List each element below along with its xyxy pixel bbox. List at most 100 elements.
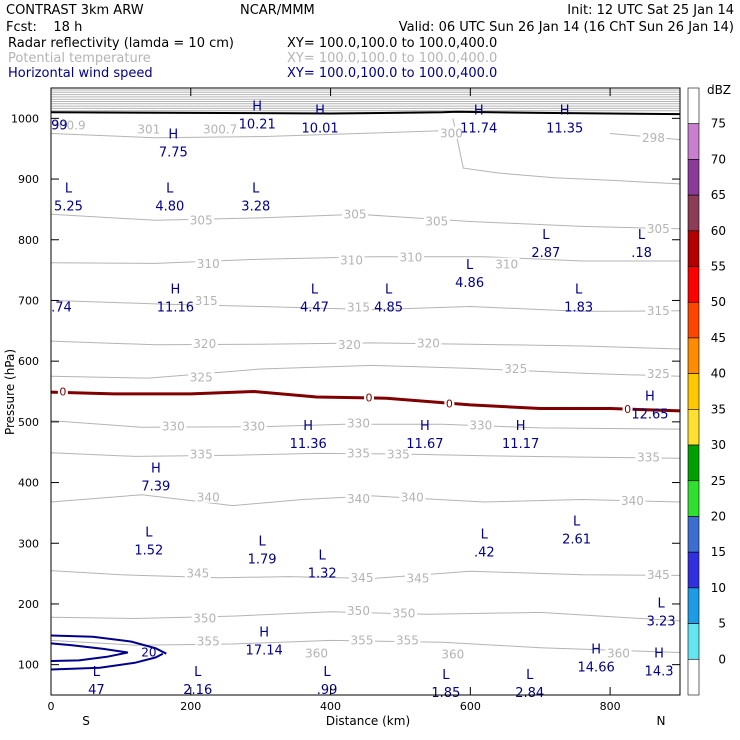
plot-area	[51, 88, 680, 695]
theta-contour-350	[50, 611, 681, 622]
extremum-marker-l: L	[442, 668, 450, 683]
theta-label: 310	[495, 258, 518, 272]
extremum-marker-h: H	[252, 100, 262, 115]
colorbar-segment	[687, 444, 700, 482]
theta-label: 335	[637, 451, 660, 465]
y-tick-label: 100	[18, 659, 39, 672]
extremum-marker-h: H	[303, 419, 313, 434]
freezing-label-bg	[622, 403, 633, 416]
theta-label: 345	[351, 571, 374, 585]
theta-label-bg	[336, 337, 363, 350]
theta-label-bg	[160, 419, 187, 432]
extremum-value: 11.35	[546, 121, 583, 136]
theta-label-bg	[467, 418, 494, 431]
colorbar-label: 15	[711, 545, 726, 559]
colorbar-segment	[687, 194, 700, 232]
extremum-value: 11.16	[157, 300, 194, 315]
freezing-level-label: 0	[365, 392, 372, 405]
theta-label: 355	[197, 635, 220, 649]
theta-label-bg	[191, 611, 218, 624]
theta-label: 350	[193, 612, 216, 626]
theta-label: 325	[190, 371, 213, 385]
extremum-marker-h: H	[151, 462, 161, 477]
theta-label-bg	[188, 213, 215, 226]
theta-label-bg	[55, 118, 82, 131]
south-label: S	[82, 714, 90, 728]
y-tick-label: 800	[18, 234, 39, 247]
colorbar-label: 70	[711, 152, 726, 166]
theta-contour-315	[50, 299, 681, 312]
extremum-marker-l: L	[573, 514, 581, 529]
surface-line	[50, 110, 681, 116]
extremum-marker-h: H	[168, 128, 178, 143]
theta-label-bg	[342, 207, 369, 220]
colorbar-label: 65	[711, 188, 726, 202]
colorbar-segment	[687, 373, 700, 410]
theta-label: 315	[195, 294, 218, 308]
extremum-value: 4.86	[455, 276, 484, 291]
extremum-value: 12.65	[631, 407, 668, 422]
extremum-marker-h: H	[259, 625, 269, 640]
theta-label: 360	[607, 647, 630, 661]
theta-label-bg	[195, 490, 222, 503]
extremum-value: 4.47	[300, 300, 329, 315]
theta-label: 340	[401, 491, 424, 505]
theta-label: 305	[425, 215, 448, 229]
theta-label-bg	[349, 570, 376, 583]
colorbar-label: 10	[711, 581, 726, 595]
y-tick-label: 900	[18, 173, 39, 186]
extremum-marker-l: L	[575, 282, 583, 297]
colorbar-label: 20	[711, 509, 726, 523]
extremum-value: 3.23	[647, 614, 676, 629]
extremum-value: 11.17	[502, 437, 539, 452]
x-axis-title: Distance (km)	[326, 714, 410, 728]
theta-label: 320	[417, 337, 440, 351]
extremum-value: 2.84	[515, 686, 544, 701]
colorbar-segment	[687, 480, 700, 517]
theta-label-bg	[191, 337, 218, 350]
theta-label: 360	[305, 647, 328, 661]
extremum-marker-l: L	[466, 258, 474, 273]
extremum-marker-h: H	[474, 103, 484, 118]
colorbar-segment	[687, 409, 700, 446]
theta-label-bg	[193, 294, 220, 307]
y-tick-label: 500	[18, 416, 39, 429]
freezing-level: 0 0 0 0	[50, 385, 681, 416]
theta-label-bg	[188, 370, 215, 383]
theta-label: 345	[406, 571, 429, 585]
theta-label: 300.9	[51, 119, 85, 133]
colorbar-label: 45	[711, 331, 726, 345]
theta-label: 301	[137, 122, 160, 136]
y-tick-label: 1000	[11, 112, 39, 125]
theta-label: 345	[647, 568, 670, 582]
field-xy-range: XY= 100.0,100.0 to 100.0,400.0	[287, 36, 497, 51]
extremum-value: 11.67	[406, 437, 443, 452]
theta-label-bg	[635, 450, 662, 463]
theta-label: 300	[440, 127, 463, 141]
extremum-marker-l: L	[258, 534, 266, 549]
colorbar-segment	[687, 516, 700, 553]
freezing-level-label: 0	[446, 398, 453, 411]
extremum-marker-h: H	[420, 419, 430, 434]
theta-label: 330	[162, 420, 185, 434]
x-tick-label: 200	[180, 700, 201, 713]
model-title: CONTRAST 3km ARW	[6, 3, 144, 18]
distance-axis: 0 200 400 600 800	[48, 88, 621, 713]
colorbar-label: 5	[718, 617, 726, 631]
theta-label-bg	[349, 633, 376, 646]
theta-label: 360	[441, 647, 464, 661]
colorbar-segment	[687, 266, 700, 303]
colorbar-segment	[687, 87, 700, 125]
freezing-level-label: 0	[59, 386, 66, 399]
field-legend: Radar reflectivity (lamda = 10 cm) XY= 10…	[8, 36, 497, 81]
north-label: N	[657, 714, 666, 728]
extremum-value: 1.79	[248, 552, 277, 567]
theta-label-bg	[195, 634, 222, 647]
extremum-value: 10.01	[301, 121, 338, 136]
y-tick-label: 300	[18, 537, 39, 550]
reflectivity-contour	[50, 642, 129, 662]
theta-label: 340	[621, 494, 644, 508]
extremum-marker-h: H	[560, 103, 570, 118]
extremum-marker-l: L	[658, 596, 666, 611]
theta-label: 345	[186, 567, 209, 581]
